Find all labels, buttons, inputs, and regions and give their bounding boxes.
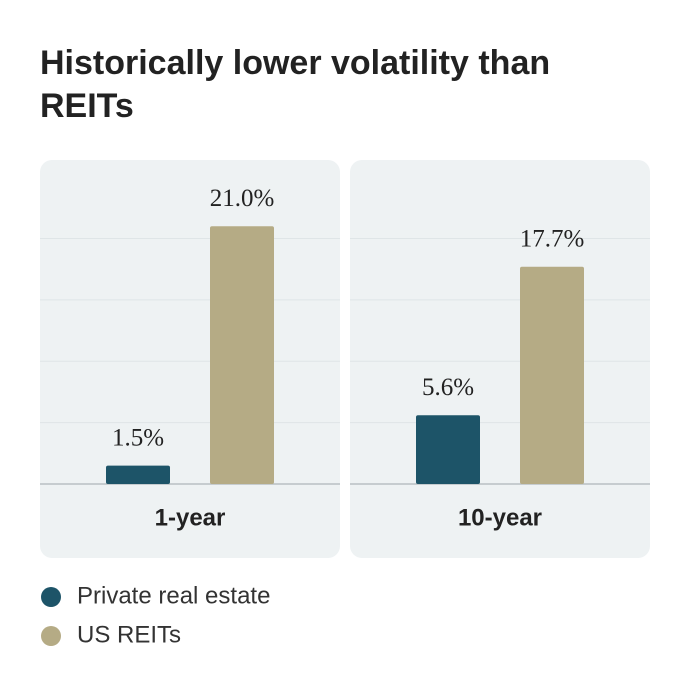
bar — [106, 465, 170, 484]
value-label: 1.5% — [112, 424, 164, 451]
x-tick-label: 1-year — [155, 504, 226, 531]
legend-swatch — [41, 626, 61, 646]
bar — [210, 226, 274, 485]
x-tick-label: 10-year — [458, 504, 542, 531]
value-label: 5.6% — [422, 374, 474, 401]
bar — [416, 415, 480, 484]
panel — [40, 160, 340, 558]
chart-title: Historically lower volatility than REITs — [40, 44, 551, 125]
legend-label: US REITs — [77, 621, 181, 648]
legend-label: Private real estate — [77, 582, 270, 609]
panel — [350, 160, 650, 558]
legend-swatch — [41, 587, 61, 607]
bar — [520, 266, 584, 484]
value-label: 17.7% — [520, 226, 585, 253]
value-label: 21.0% — [210, 185, 275, 212]
